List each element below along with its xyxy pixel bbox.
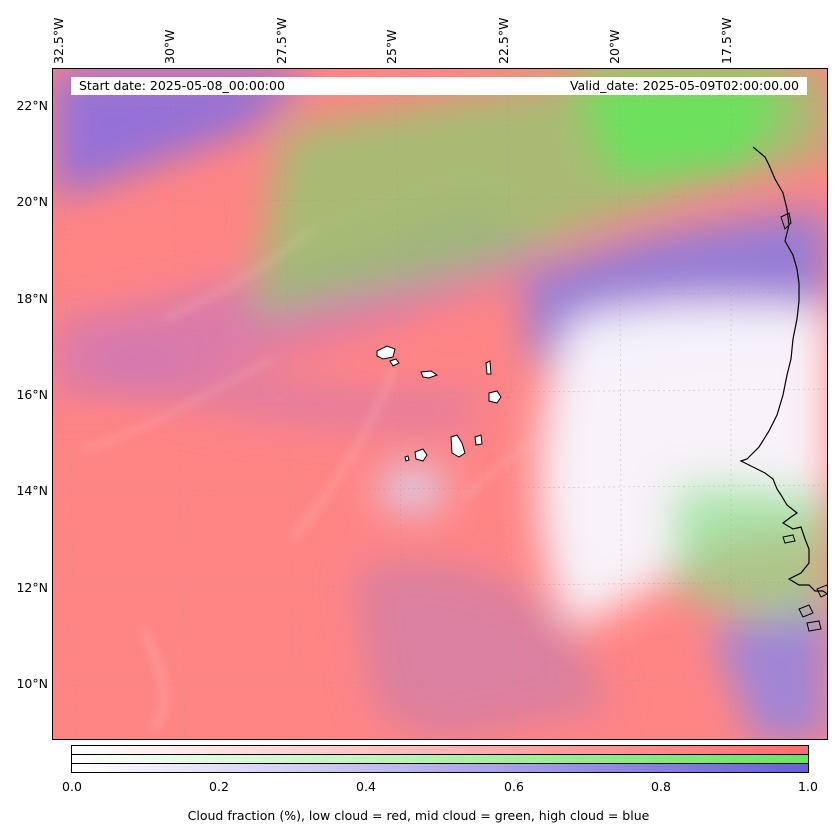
colorbar-high-cloud (71, 763, 809, 773)
lon-label-22-5w: 22.5°W (496, 17, 511, 64)
island-brava (404, 455, 410, 462)
colorbar-tick-06: 0.6 (504, 779, 524, 794)
graticule (53, 69, 827, 739)
lat-label-20n: 20°N (16, 194, 48, 209)
colorbar-tick-10: 1.0 (798, 779, 818, 794)
map-canvas (53, 69, 827, 739)
mid-cloud-patch (673, 484, 827, 629)
lon-label-30w: 30°W (162, 29, 177, 64)
island-sao-nicolau (420, 370, 439, 379)
mid-cloud-core (573, 69, 793, 179)
date-info-bar: Start date: 2025-05-08_00:00:00 Valid_da… (71, 77, 807, 95)
high-cloud-streak (93, 349, 483, 432)
colorbar-tick-08: 0.8 (651, 779, 671, 794)
island-fogo (414, 448, 428, 462)
lat-label-22n: 22°N (16, 98, 48, 113)
clear-sky-region (539, 302, 827, 629)
valid-date-text: Valid_date: 2025-05-09T02:00:00.00 (569, 78, 799, 93)
high-cloud-patch (713, 609, 827, 739)
lat-label-14n: 14°N (16, 483, 48, 498)
island-boa-vista (488, 390, 502, 404)
lon-label-20w: 20°W (607, 29, 622, 64)
colorbar-tick-02: 0.2 (209, 779, 229, 794)
lon-label-17-5w: 17.5°W (719, 17, 734, 64)
island-sal (485, 360, 492, 375)
coastal-inlet (780, 212, 792, 230)
lon-label-25w: 25°W (384, 29, 399, 64)
bijagos-island-1 (798, 604, 814, 618)
island-maio (474, 434, 483, 446)
lat-label-18n: 18°N (16, 291, 48, 306)
colorbar-legend (71, 745, 809, 773)
gambia-estuary (782, 534, 796, 544)
colorbar-tick-04: 0.4 (356, 779, 376, 794)
cloud-fraction-map (52, 68, 828, 740)
cape-verde-islands (376, 345, 502, 462)
high-cloud-region (53, 69, 313, 199)
lat-label-12n: 12°N (16, 580, 48, 595)
low-cloud-streaks (82, 227, 555, 731)
island-santo-antao (376, 345, 396, 360)
lon-label-27-5w: 27.5°W (274, 17, 289, 64)
lat-label-16n: 16°N (16, 387, 48, 402)
lat-label-10n: 10°N (16, 676, 48, 691)
island-santiago (450, 434, 466, 458)
colorbar-label: Cloud fraction (%), low cloud = red, mid… (187, 808, 650, 823)
bijagos-island-2 (806, 620, 822, 632)
mixed-cloud-lower (353, 561, 613, 739)
lon-label-32-5w: 32.5°W (51, 17, 66, 64)
african-coastline (739, 146, 827, 595)
start-date-text: Start date: 2025-05-08_00:00:00 (79, 78, 285, 93)
island-sao-vicente (389, 358, 400, 367)
bijagos-island-3 (816, 584, 827, 598)
colorbar-tick-0: 0.0 (62, 779, 82, 794)
